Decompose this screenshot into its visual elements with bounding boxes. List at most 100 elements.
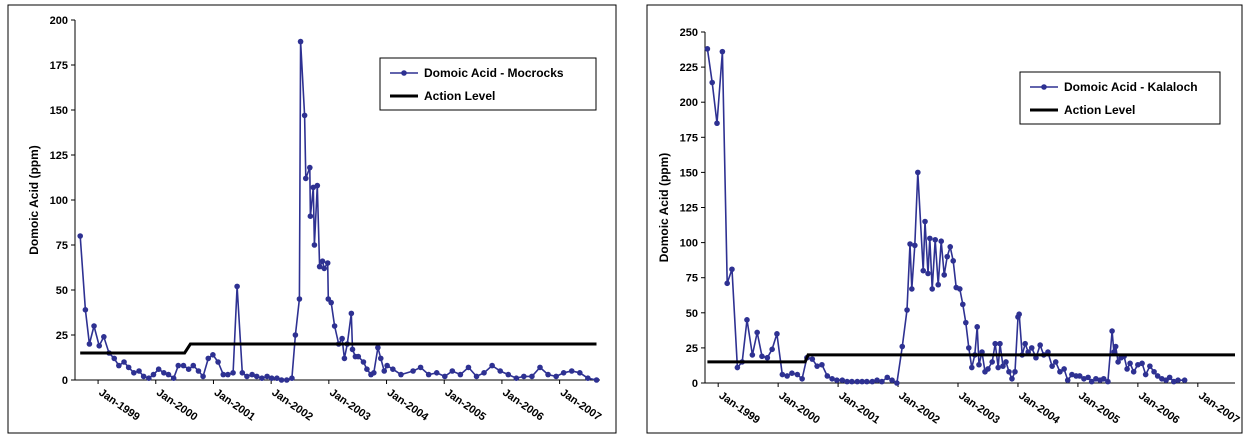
data-point bbox=[521, 373, 527, 380]
data-point bbox=[96, 343, 103, 349]
data-point bbox=[1009, 375, 1015, 382]
data-point bbox=[744, 317, 750, 323]
data-point bbox=[992, 340, 998, 347]
data-point bbox=[210, 352, 216, 358]
data-point bbox=[809, 356, 816, 362]
data-point bbox=[244, 373, 250, 380]
data-point bbox=[297, 38, 304, 45]
data-point bbox=[1109, 328, 1115, 334]
data-point bbox=[974, 324, 980, 330]
y-tick-label: 75 bbox=[686, 273, 698, 285]
data-point bbox=[259, 375, 265, 382]
data-point bbox=[759, 353, 765, 360]
data-point bbox=[314, 182, 321, 189]
data-point bbox=[989, 359, 995, 365]
data-point bbox=[915, 169, 921, 176]
data-point bbox=[371, 370, 377, 376]
data-point bbox=[268, 375, 275, 382]
data-point bbox=[331, 323, 338, 329]
data-point bbox=[111, 355, 118, 362]
data-point bbox=[929, 286, 936, 292]
data-point bbox=[960, 301, 966, 308]
legend-box bbox=[1019, 71, 1221, 125]
data-point bbox=[220, 371, 227, 378]
data-point bbox=[131, 370, 137, 376]
legend-marker bbox=[1041, 84, 1047, 90]
y-tick-label: 0 bbox=[692, 378, 698, 390]
data-point bbox=[1057, 368, 1063, 375]
data-point bbox=[1124, 366, 1130, 372]
data-point bbox=[932, 236, 939, 243]
y-tick-label: 100 bbox=[50, 195, 68, 207]
data-point bbox=[1154, 373, 1161, 379]
data-point bbox=[1064, 377, 1071, 383]
data-point bbox=[175, 362, 182, 369]
data-point bbox=[912, 242, 918, 249]
y-tick-label: 50 bbox=[56, 285, 68, 297]
data-point bbox=[377, 355, 384, 362]
data-point bbox=[278, 377, 285, 383]
data-point bbox=[997, 340, 1003, 347]
data-point bbox=[1088, 378, 1095, 385]
data-point bbox=[1130, 368, 1137, 375]
legend-marker bbox=[401, 70, 407, 76]
data-point bbox=[814, 363, 820, 369]
data-point bbox=[442, 373, 448, 380]
data-point bbox=[874, 377, 880, 383]
data-point bbox=[364, 366, 370, 373]
data-point bbox=[348, 310, 355, 317]
data-point bbox=[1100, 375, 1107, 382]
data-point bbox=[465, 364, 472, 371]
data-point bbox=[230, 370, 236, 376]
data-point bbox=[1115, 359, 1121, 365]
data-point bbox=[384, 362, 390, 369]
data-point bbox=[729, 266, 735, 273]
data-point bbox=[904, 307, 910, 313]
data-point bbox=[724, 280, 730, 287]
data-point bbox=[844, 378, 850, 385]
data-point bbox=[927, 235, 933, 242]
data-point bbox=[296, 296, 303, 302]
data-point bbox=[864, 378, 870, 385]
data-point bbox=[920, 267, 927, 274]
legend-label: Domoic Acid - Mocrocks bbox=[424, 66, 564, 80]
data-point bbox=[146, 375, 152, 382]
data-point bbox=[200, 373, 206, 380]
data-point bbox=[719, 48, 726, 55]
data-point bbox=[909, 286, 915, 292]
data-point bbox=[449, 368, 456, 374]
data-point bbox=[150, 371, 157, 378]
y-axis-title: Domoic Acid (ppm) bbox=[657, 153, 671, 263]
data-point bbox=[966, 345, 972, 351]
data-point bbox=[190, 362, 197, 369]
data-point bbox=[1012, 368, 1018, 375]
data-point bbox=[889, 377, 895, 383]
data-point bbox=[410, 368, 416, 374]
data-point bbox=[225, 371, 231, 378]
data-point bbox=[77, 233, 83, 239]
data-point bbox=[433, 370, 440, 376]
data-point bbox=[1022, 340, 1028, 347]
data-point bbox=[784, 373, 790, 379]
data-point bbox=[302, 175, 309, 182]
data-point bbox=[794, 371, 801, 378]
data-point bbox=[234, 283, 240, 290]
data-point bbox=[274, 375, 280, 382]
data-point bbox=[321, 265, 328, 272]
data-point bbox=[764, 354, 771, 361]
y-tick-label: 0 bbox=[62, 375, 68, 387]
data-point bbox=[709, 79, 715, 86]
data-point bbox=[553, 373, 559, 380]
data-point bbox=[1105, 378, 1111, 385]
data-point bbox=[121, 359, 127, 365]
data-point bbox=[769, 346, 775, 353]
legend-box bbox=[379, 57, 597, 111]
data-point bbox=[324, 260, 331, 266]
data-point bbox=[398, 371, 404, 378]
data-point bbox=[894, 380, 900, 386]
data-point bbox=[1147, 363, 1153, 369]
data-point bbox=[749, 352, 756, 358]
data-point bbox=[944, 253, 951, 260]
data-point bbox=[1000, 363, 1006, 369]
